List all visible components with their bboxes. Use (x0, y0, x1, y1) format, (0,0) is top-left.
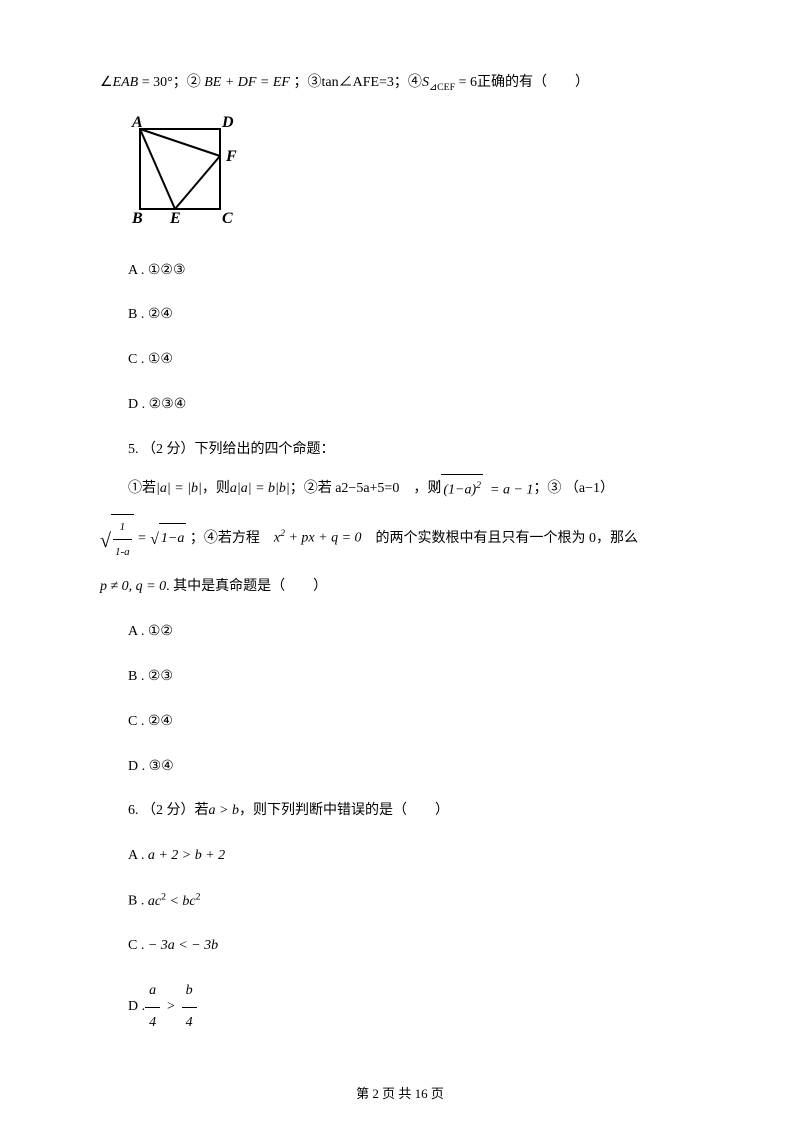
sqrt-frac: √ 1 1-a = √1−a (100, 514, 186, 564)
q6-head: 6. （2 分）若 a > b ，则下列判断中错误的是（ ） (100, 796, 700, 827)
sep3: ；③tan∠AFE=3；④ (293, 68, 421, 99)
pq: p ≠ 0, q = 0 (100, 572, 166, 603)
q5-line2: √ 1 1-a = √1−a ；④若方程 x2 + px + q = 0 的两个… (100, 514, 700, 564)
q5-l3-tail: . 其中是真命题是（ ） (166, 572, 327, 603)
q5-line3: p ≠ 0, q = 0 . 其中是真命题是（ ） (100, 572, 700, 603)
q4-optB: B . ②④ (100, 300, 700, 331)
q5-optB: B . ②③ (100, 662, 700, 693)
scef: S⊿CEF = 6 (422, 68, 477, 99)
label-B: B (131, 210, 143, 227)
q6-ab: a > b (209, 796, 239, 827)
angle-eab: ∠EAB = 30° (100, 68, 173, 99)
sep2: ；② (173, 68, 201, 99)
q5-l2-mid: ；④若方程 (190, 524, 274, 555)
q5-head: 5. （2 分）下列给出的四个命题： (100, 435, 700, 466)
page-footer: 第 2 页 共 16 页 (0, 1083, 800, 1102)
q6-head-tail: ，则下列判断中错误的是（ ） (239, 796, 449, 827)
bedfef: BE + DF = EF (204, 68, 290, 99)
q5-optC: C . ②④ (100, 707, 700, 738)
q4-figure: A D F B E C (120, 109, 700, 242)
label-D: D (221, 114, 234, 131)
q5-l1-tail: ；③ （a−1） (533, 474, 614, 505)
q4-optA: A . ①②③ (100, 256, 700, 287)
tail: 正确的有（ ） (477, 68, 589, 99)
page-content: ∠EAB = 30° ；② BE + DF = EF ；③tan∠AFE=3；④… (0, 0, 800, 1093)
q4-optC: C . ①④ (100, 345, 700, 376)
q5-l1-pre: ①若 (128, 474, 156, 505)
q5-optA: A . ①② (100, 617, 700, 648)
label-A: A (131, 114, 143, 131)
quad: x2 + px + q = 0 (274, 523, 362, 554)
q6-optD: D . a 4 > b 4 (100, 976, 700, 1039)
q6-optC: C . − 3a < − 3b (100, 931, 700, 962)
q6-head-pre: 6. （2 分）若 (128, 796, 209, 827)
aabb: a|a| = b|b| (230, 474, 290, 505)
q4-optD: D . ②③④ (100, 390, 700, 421)
abs-ab: |a| = |b| (156, 474, 202, 505)
label-E: E (169, 210, 181, 227)
label-C: C (222, 210, 233, 227)
q6-optB: B . ac2 < bc2 (100, 886, 700, 917)
q5-optD: D . ③④ (100, 752, 700, 783)
q5-line1: ①若 |a| = |b| ，则 a|a| = b|b| ；②若 a2−5a+5=… (100, 474, 700, 506)
label-F: F (225, 148, 237, 165)
q5-l1-after: ；②若 a2−5a+5=0 ，则 (290, 474, 442, 505)
q6-optA: A . a + 2 > b + 2 (100, 841, 700, 872)
sqrt-1-a: √(1−a)2 = a − 1 (441, 474, 533, 506)
q5-l2-tail: 的两个实数根中有且只有一个根为 0，那么 (362, 524, 639, 555)
q5-l1-mid: ，则 (202, 474, 230, 505)
q4-topline: ∠EAB = 30° ；② BE + DF = EF ；③tan∠AFE=3；④… (100, 68, 700, 99)
